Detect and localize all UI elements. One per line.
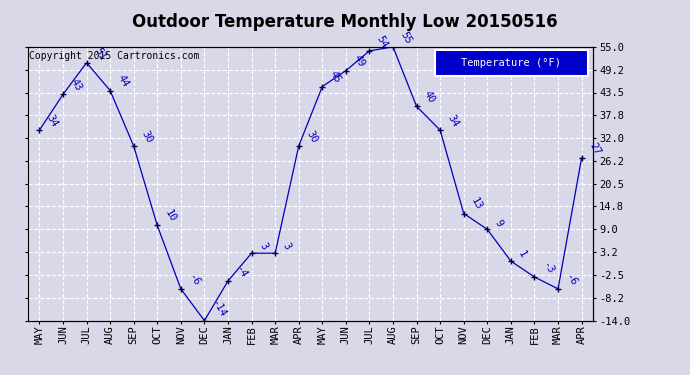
Text: 44: 44 [116, 73, 130, 89]
Text: 55: 55 [399, 30, 413, 45]
Text: 10: 10 [163, 208, 178, 224]
Text: 43: 43 [68, 77, 83, 93]
Text: -6: -6 [186, 272, 201, 288]
Text: Outdoor Temperature Monthly Low 20150516: Outdoor Temperature Monthly Low 20150516 [132, 13, 558, 31]
Text: 3: 3 [281, 242, 293, 252]
Text: -3: -3 [540, 260, 555, 276]
Text: 30: 30 [304, 129, 319, 145]
Text: 49: 49 [351, 54, 366, 69]
Text: 45: 45 [328, 69, 343, 85]
Text: 13: 13 [469, 196, 484, 212]
Bar [435, 50, 588, 76]
Text: 1: 1 [516, 249, 529, 260]
Text: 34: 34 [446, 113, 461, 129]
Text: 9: 9 [493, 217, 504, 228]
Text: -14: -14 [210, 298, 228, 319]
Text: 54: 54 [375, 34, 390, 50]
Text: Copyright 2015 Cartronics.com: Copyright 2015 Cartronics.com [29, 51, 199, 61]
Text: 27: 27 [587, 141, 602, 157]
Text: 51: 51 [92, 45, 107, 62]
Text: 34: 34 [45, 113, 60, 129]
Text: 30: 30 [139, 129, 154, 145]
Text: -4: -4 [233, 264, 248, 279]
Text: 40: 40 [422, 89, 437, 105]
Text: Temperature (°F): Temperature (°F) [462, 58, 562, 68]
Text: -6: -6 [564, 272, 578, 288]
Text: 3: 3 [257, 242, 269, 252]
